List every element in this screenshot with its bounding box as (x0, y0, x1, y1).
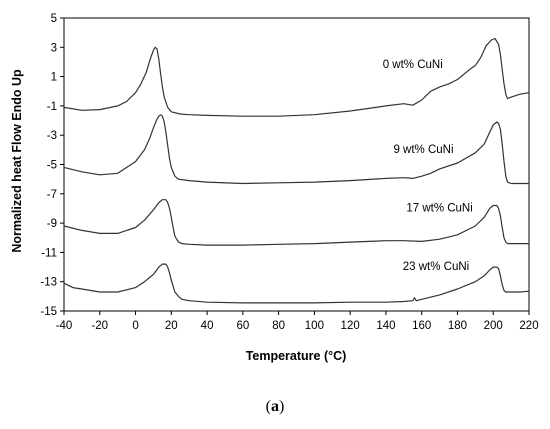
y-tick-label: -13 (40, 277, 57, 289)
series-label-1: 0 wt% CuNi (383, 59, 443, 71)
y-tick-label: 1 (51, 72, 57, 84)
x-axis-title: Temperature (°C) (246, 349, 347, 363)
x-tick-label: 180 (448, 320, 467, 332)
y-tick-label: -15 (40, 306, 57, 318)
y-tick-label: -3 (47, 130, 57, 142)
y-tick-label: 3 (51, 42, 57, 54)
x-tick-label: 0 (132, 320, 138, 332)
y-tick-label: -1 (47, 101, 57, 113)
series-labels: 0 wt% CuNi 9 wt% CuNi 17 wt% CuNi 23 wt% Cu… (383, 59, 473, 273)
y-tick-label: -9 (47, 218, 57, 230)
series-line-1 (63, 37, 530, 117)
x-tick-label: 140 (376, 320, 395, 332)
figure-caption: (a) (0, 398, 550, 416)
x-tick-label: 80 (272, 320, 285, 332)
series-label-2: 9 wt% CuNi (393, 144, 453, 156)
x-tick-label: -40 (56, 320, 73, 332)
caption-letter: a (271, 398, 279, 415)
x-tick-label: 120 (341, 320, 360, 332)
x-tick-label: 160 (412, 320, 431, 332)
x-axis: -40 -20 0 20 40 60 80 100 120 140 160 180 200 220 (56, 311, 539, 332)
x-tick-label: 40 (201, 320, 214, 332)
x-tick-label: 20 (165, 320, 178, 332)
series-line-3 (63, 199, 529, 246)
x-tick-label: 60 (236, 320, 249, 332)
x-tick-label: -20 (91, 320, 108, 332)
y-tick-label: -7 (47, 189, 57, 201)
series-label-4: 23 wt% CuNi (403, 261, 469, 273)
y-tick-label: 5 (51, 13, 57, 25)
y-axis-title: Normalized heat Flow Endo Up (10, 69, 24, 253)
x-tick-label: 100 (305, 320, 324, 332)
caption-open-paren: ( (265, 398, 271, 415)
series-line-2 (63, 114, 529, 185)
series-line-4 (63, 263, 530, 304)
series-label-3: 17 wt% CuNi (406, 202, 472, 214)
caption-close-paren: ) (279, 398, 285, 415)
y-tick-label: -11 (41, 247, 57, 259)
x-tick-label: 220 (519, 320, 538, 332)
y-tick-label: -5 (47, 160, 57, 172)
series-lines (63, 37, 530, 304)
x-tick-label: 200 (484, 320, 503, 332)
